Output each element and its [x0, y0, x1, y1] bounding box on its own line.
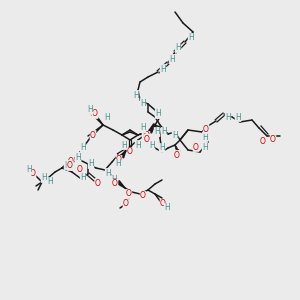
- Text: H: H: [142, 130, 148, 140]
- Text: H: H: [154, 128, 160, 136]
- Text: O: O: [127, 148, 133, 157]
- Text: H: H: [80, 173, 86, 182]
- Text: O: O: [203, 124, 209, 134]
- Text: H: H: [149, 140, 155, 149]
- Text: H: H: [202, 133, 208, 142]
- Text: H: H: [202, 142, 208, 152]
- Text: O: O: [90, 130, 96, 140]
- Text: O: O: [260, 137, 266, 146]
- Text: H: H: [26, 166, 32, 175]
- Text: O: O: [112, 179, 118, 188]
- Text: H: H: [235, 112, 241, 122]
- Text: O: O: [144, 134, 150, 143]
- Text: O: O: [123, 200, 129, 208]
- Text: H: H: [161, 128, 167, 136]
- Text: H: H: [75, 152, 81, 161]
- Text: O: O: [126, 190, 132, 199]
- Polygon shape: [148, 125, 155, 133]
- Text: H: H: [104, 112, 110, 122]
- Text: H: H: [75, 152, 81, 161]
- Text: H: H: [159, 143, 165, 152]
- Text: H: H: [115, 160, 121, 169]
- Text: O: O: [95, 178, 101, 188]
- Text: H: H: [175, 44, 181, 52]
- Text: H: H: [160, 64, 166, 74]
- Text: O: O: [116, 155, 122, 164]
- Text: H: H: [225, 113, 231, 122]
- Polygon shape: [120, 150, 126, 158]
- Text: O: O: [174, 151, 180, 160]
- Text: H: H: [140, 124, 146, 133]
- Text: H: H: [80, 143, 86, 152]
- Text: O: O: [144, 131, 150, 140]
- Text: H: H: [41, 173, 47, 182]
- Text: O: O: [67, 161, 73, 170]
- Text: H: H: [172, 131, 178, 140]
- Text: H: H: [111, 176, 117, 184]
- Text: H: H: [133, 91, 139, 100]
- Text: O: O: [193, 142, 199, 152]
- Text: H: H: [105, 169, 111, 178]
- Text: H: H: [188, 34, 194, 43]
- Polygon shape: [148, 124, 156, 132]
- Text: H: H: [169, 55, 175, 64]
- Text: H: H: [64, 160, 70, 169]
- Text: H: H: [155, 110, 161, 118]
- Text: O: O: [270, 136, 276, 145]
- Text: O: O: [30, 169, 36, 178]
- Text: H: H: [164, 203, 170, 212]
- Text: O: O: [77, 166, 83, 175]
- Text: O: O: [92, 110, 98, 118]
- Text: O: O: [140, 191, 146, 200]
- Text: H: H: [121, 140, 127, 149]
- Text: H: H: [140, 98, 146, 107]
- Text: H: H: [47, 178, 53, 187]
- Text: H: H: [88, 160, 94, 169]
- Text: H: H: [87, 106, 93, 115]
- Text: O: O: [160, 200, 166, 208]
- Text: O: O: [68, 158, 74, 166]
- Polygon shape: [117, 181, 125, 188]
- Text: H: H: [135, 140, 141, 149]
